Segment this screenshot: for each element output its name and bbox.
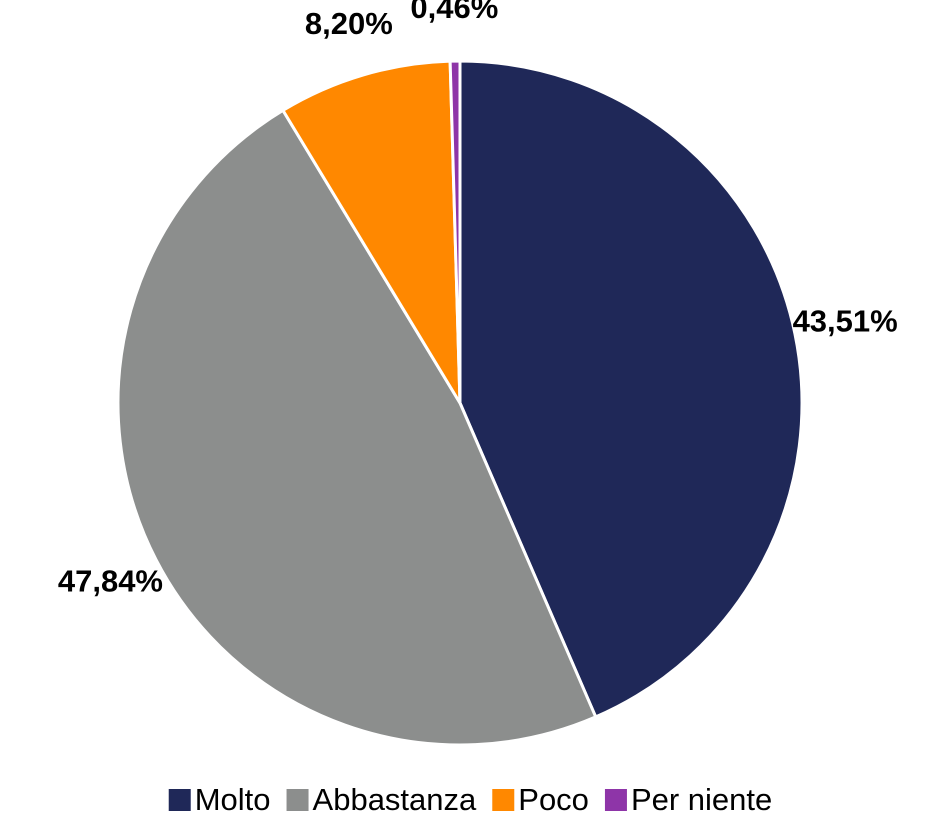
legend-swatch: [168, 789, 191, 811]
legend-label: Molto: [195, 782, 271, 817]
data-label: 0,46%: [410, 0, 498, 25]
pie-slice: [448, 59, 462, 404]
legend-swatch: [492, 789, 515, 811]
data-label: 43,51%: [793, 303, 898, 338]
pie-slice: [458, 59, 804, 719]
legend-label: Poco: [518, 782, 589, 817]
legend-label: Abbastanza: [313, 782, 477, 817]
pie-slice: [280, 59, 462, 409]
pie-slice: [116, 108, 598, 747]
data-label: 8,20%: [305, 6, 393, 41]
legend-swatch: [604, 789, 627, 811]
legend-label: Per niente: [631, 782, 772, 817]
data-label: 47,84%: [58, 563, 163, 598]
legend-swatch: [286, 789, 309, 811]
